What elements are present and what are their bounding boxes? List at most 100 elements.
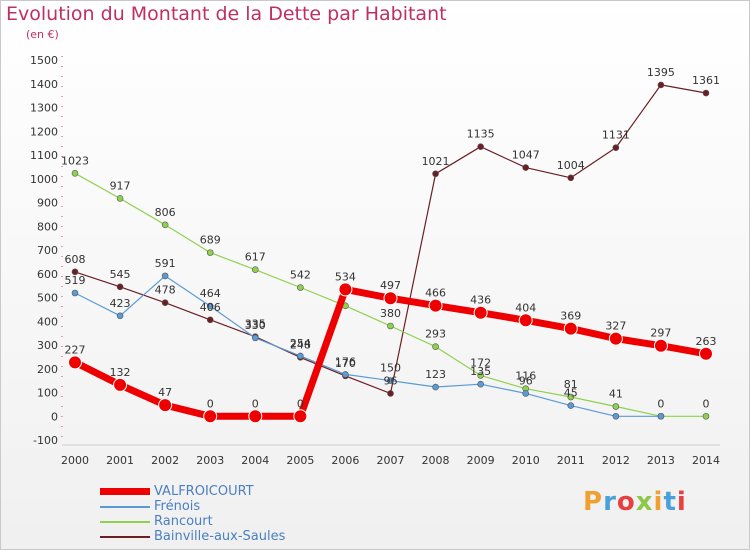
data-label-rancourt: 380	[380, 307, 401, 320]
chart-unit: (en €)	[26, 28, 59, 41]
data-label-bainville-aux-saules: 1131	[602, 129, 630, 142]
data-label-fr-nois: 591	[155, 257, 176, 270]
chart-title: Evolution du Montant de la Dette par Hab…	[6, 3, 447, 25]
data-point-valfroicourt	[473, 305, 488, 320]
data-label-fr-nois: 96	[519, 374, 533, 387]
x-tick-label: 2004	[241, 454, 269, 467]
data-point-bainville-aux-saules	[116, 283, 124, 291]
y-tick-label: 500	[37, 292, 58, 305]
data-label-bainville-aux-saules: 96	[384, 374, 398, 387]
data-point-bainville-aux-saules	[161, 299, 169, 307]
data-point-fr-nois	[387, 377, 394, 384]
data-point-bainville-aux-saules	[567, 174, 575, 182]
y-tick-label: 200	[37, 363, 58, 376]
proxiti-logo: Proxiti	[583, 487, 687, 517]
data-label-bainville-aux-saules: 1004	[557, 159, 585, 172]
logo-letter: t	[663, 487, 677, 517]
data-label-rancourt: 806	[155, 206, 176, 219]
data-point-fr-nois	[612, 412, 620, 420]
data-point-valfroicourt	[428, 298, 443, 313]
data-label-valfroicourt: 327	[605, 320, 626, 333]
data-point-rancourt	[387, 322, 394, 330]
data-label-rancourt: 81	[564, 378, 578, 391]
legend-label: Rancourt	[154, 514, 213, 529]
data-point-bainville-aux-saules	[71, 268, 79, 276]
y-tick-label: 1200	[30, 125, 58, 138]
x-tick-label: 2006	[331, 454, 359, 467]
data-point-rancourt	[71, 169, 79, 177]
data-label-bainville-aux-saules: 335	[245, 318, 266, 331]
data-point-fr-nois	[567, 402, 575, 409]
data-point-fr-nois	[522, 390, 530, 397]
data-point-bainville-aux-saules	[612, 144, 620, 151]
data-label-fr-nois: 123	[425, 368, 446, 381]
data-label-rancourt: 293	[425, 328, 446, 341]
x-tick-label: 2000	[61, 454, 89, 467]
data-point-valfroicourt	[699, 346, 713, 361]
data-label-rancourt: 116	[515, 370, 536, 383]
data-point-bainville-aux-saules	[702, 89, 710, 97]
y-tick-label: 400	[37, 315, 58, 328]
data-point-valfroicourt	[158, 398, 173, 413]
data-label-fr-nois: 464	[200, 287, 221, 300]
data-label-valfroicourt: 47	[158, 386, 172, 399]
data-point-fr-nois	[477, 380, 484, 388]
x-tick-label: 2009	[467, 454, 495, 467]
data-point-rancourt	[161, 221, 169, 229]
data-label-bainville-aux-saules: 248	[290, 338, 311, 351]
data-point-rancourt	[251, 266, 259, 274]
x-tick-label: 2007	[377, 454, 405, 467]
data-label-valfroicourt: 404	[515, 301, 536, 314]
data-label-valfroicourt: 263	[696, 335, 717, 348]
x-tick-label: 2014	[692, 454, 720, 467]
x-tick-label: 2013	[647, 454, 675, 467]
data-label-rancourt: 689	[200, 234, 221, 247]
data-label-bainville-aux-saules: 545	[110, 268, 131, 281]
data-point-bainville-aux-saules	[432, 170, 439, 178]
series-line-fr-nois	[74, 275, 661, 417]
data-label-bainville-aux-saules: 170	[335, 357, 356, 370]
y-tick-label: 900	[37, 197, 58, 210]
data-label-valfroicourt: 297	[650, 327, 671, 340]
x-tick-label: 2008	[422, 454, 450, 467]
legend-label: VALFROICOURT	[154, 484, 254, 499]
data-point-bainville-aux-saules	[522, 164, 530, 171]
legend-swatch	[100, 536, 150, 538]
y-tick-label: -100	[33, 434, 58, 447]
data-label-rancourt: 0	[703, 397, 710, 410]
logo-letter: i	[676, 487, 687, 517]
logo-letter: P	[583, 487, 604, 517]
data-point-bainville-aux-saules	[206, 316, 214, 324]
data-label-fr-nois: 176	[335, 355, 356, 368]
data-label-valfroicourt: 0	[252, 397, 259, 410]
data-point-valfroicourt	[518, 313, 533, 328]
data-point-fr-nois	[657, 412, 665, 420]
y-tick-label: 1300	[30, 102, 58, 115]
data-label-bainville-aux-saules: 478	[155, 284, 176, 297]
data-point-fr-nois	[251, 334, 259, 342]
data-label-valfroicourt: 534	[335, 270, 356, 283]
data-label-valfroicourt: 497	[380, 279, 401, 292]
data-label-valfroicourt: 0	[207, 397, 214, 410]
y-tick-label: 800	[37, 220, 58, 233]
data-label-bainville-aux-saules: 406	[200, 301, 221, 314]
data-point-fr-nois	[297, 352, 304, 360]
y-tick-label: 300	[37, 339, 58, 352]
data-label-bainville-aux-saules: 1395	[647, 66, 675, 79]
data-point-rancourt	[206, 249, 214, 256]
data-label-rancourt: 172	[470, 356, 491, 369]
data-point-fr-nois	[71, 289, 79, 297]
data-label-fr-nois: 254	[290, 337, 311, 350]
data-label-fr-nois: 330	[245, 319, 266, 332]
data-point-valfroicourt	[653, 338, 668, 353]
y-tick-label: 1100	[30, 149, 58, 162]
legend-swatch	[100, 506, 150, 508]
legend-label: Frénois	[154, 499, 201, 514]
data-label-rancourt: 0	[657, 397, 664, 410]
data-label-bainville-aux-saules: 608	[65, 253, 86, 266]
x-tick-label: 2012	[602, 454, 630, 467]
y-tick-label: 1000	[30, 173, 58, 186]
data-point-rancourt	[432, 343, 439, 350]
data-label-rancourt: 1023	[61, 154, 89, 167]
data-point-valfroicourt	[248, 409, 263, 424]
